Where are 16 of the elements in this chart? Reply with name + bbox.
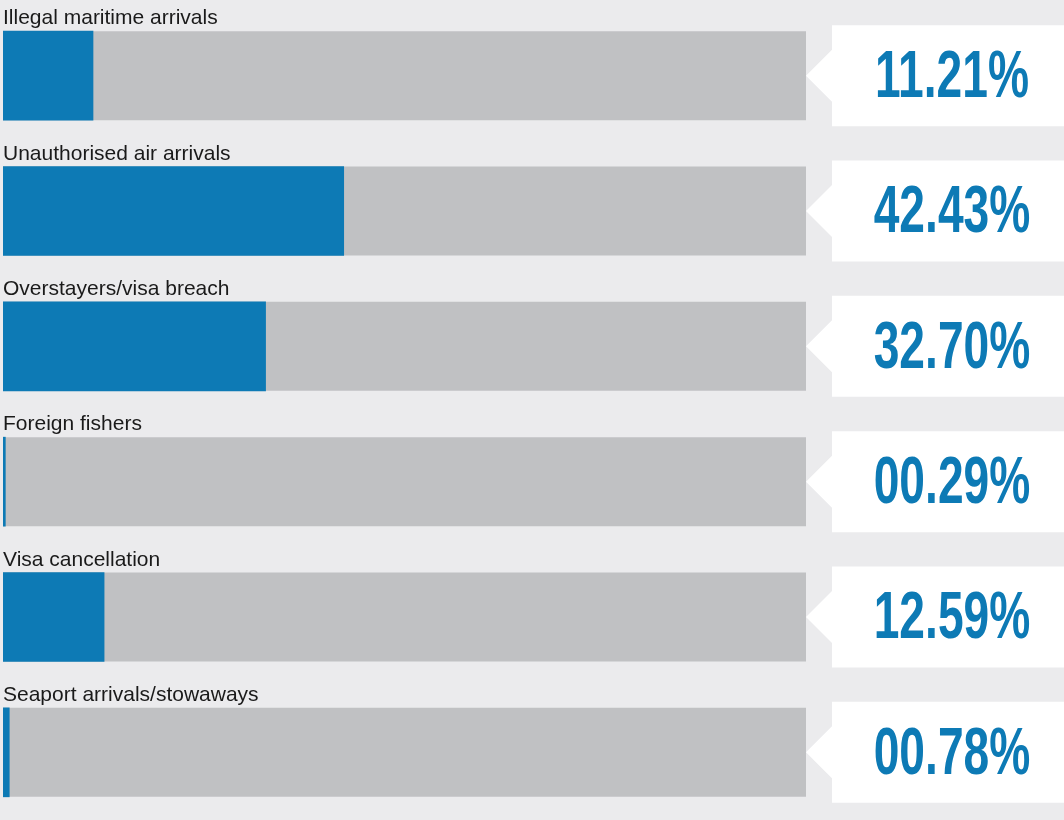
y-tick-label: Overstayers/visa breach	[3, 275, 230, 299]
y-tick-label: Seaport arrivals/stowaways	[3, 681, 259, 705]
data-label: 00.29%	[873, 442, 1031, 517]
bar	[3, 30, 94, 121]
y-tick-label: Illegal maritime arrivals	[3, 5, 218, 29]
data-label: 32.70%	[873, 307, 1031, 382]
y-tick-label: Foreign fishers	[3, 411, 142, 435]
data-label: 12.59%	[873, 577, 1031, 653]
data-label: 00.78%	[873, 713, 1031, 788]
bar	[3, 707, 10, 798]
y-tick-label: Unauthorised air arrivals	[3, 140, 231, 164]
bar	[3, 436, 6, 527]
bar	[3, 572, 105, 662]
data-label: 11.21%	[874, 36, 1030, 111]
y-tick-label: Visa cancellation	[3, 546, 161, 570]
data-label: 42.43%	[873, 171, 1031, 247]
